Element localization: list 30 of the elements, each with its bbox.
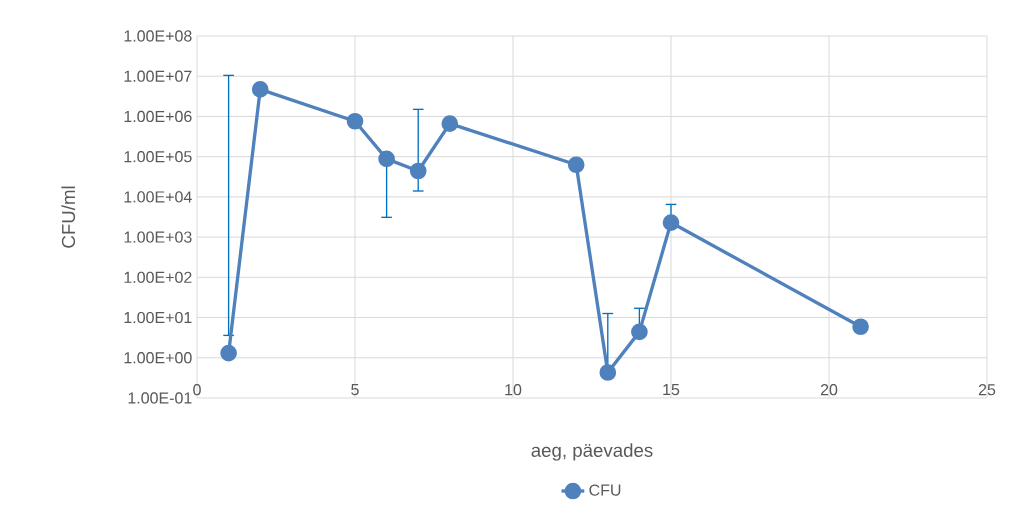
y-tick-label: 1.00E+00 bbox=[124, 352, 192, 364]
point bbox=[409, 162, 427, 180]
y-tick-label: 1.00E+06 bbox=[124, 110, 192, 123]
y-tick-label: 1.00E+01 bbox=[124, 311, 192, 324]
x-axis-title: aeg, päevades bbox=[531, 443, 653, 461]
y-tick-label: 1.00E+08 bbox=[124, 30, 192, 42]
point bbox=[852, 318, 869, 336]
x-tick-label: 15 bbox=[663, 384, 680, 396]
point bbox=[220, 344, 237, 362]
point bbox=[662, 214, 680, 231]
x-tick-label: 10 bbox=[505, 384, 522, 396]
y-tick-label: 1.00E+03 bbox=[124, 231, 192, 243]
legend-label: CFU bbox=[589, 484, 621, 496]
y-tick-label: 1.00E+05 bbox=[124, 151, 192, 163]
y-tick-label: 1.00E+07 bbox=[124, 70, 192, 82]
y-axis-title: CFU/ml bbox=[61, 186, 76, 248]
y-tick-label: 1.00E+02 bbox=[124, 271, 192, 283]
point bbox=[378, 150, 395, 168]
y-tick-label: 1.00E+04 bbox=[124, 191, 192, 203]
point bbox=[251, 81, 269, 98]
point bbox=[567, 156, 585, 174]
point bbox=[599, 364, 617, 381]
point bbox=[346, 112, 364, 130]
point bbox=[631, 323, 648, 341]
x-tick-label: 25 bbox=[978, 384, 996, 396]
x-tick-label: 20 bbox=[820, 384, 838, 396]
x-tick-label: 5 bbox=[351, 384, 359, 396]
x-tick-label: 0 bbox=[193, 384, 201, 396]
y-tick-label: 1.00E-01 bbox=[128, 392, 192, 404]
point bbox=[441, 115, 459, 133]
